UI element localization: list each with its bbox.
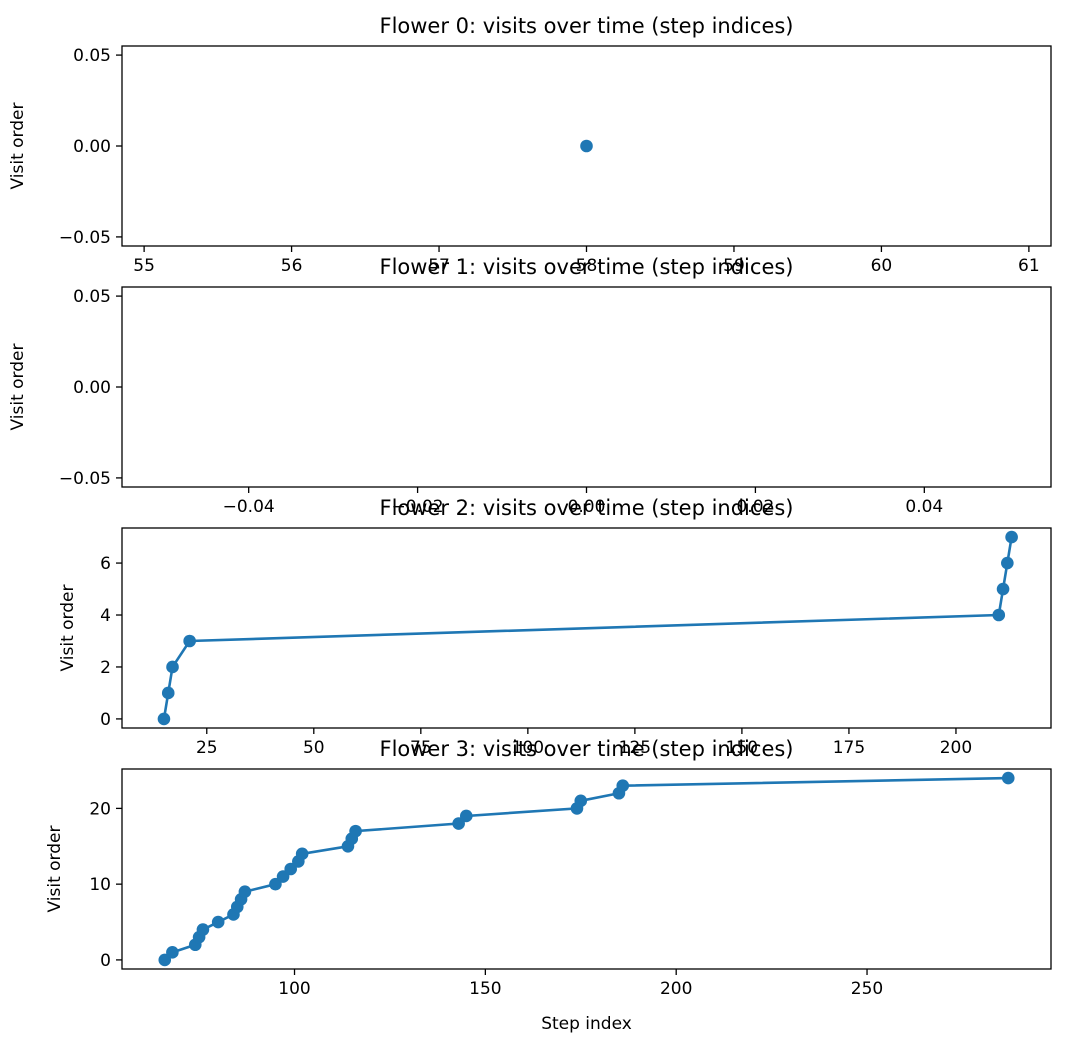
subplot-2: 25 50 75 100 125 150 175 200 0 2 4 6 Visit order Flow… (58, 496, 1052, 758)
subplot-0: 55 56 57 58 59 60 61 −0.05 0.00 0.05 Visit order Fl… (8, 14, 1052, 276)
series-line (162, 536, 1013, 720)
x-tick-label: 61 (1018, 256, 1040, 276)
y-tick-label: 6 (100, 554, 111, 574)
x-tick-label: 58 (576, 256, 598, 276)
x-tick-label: 75 (410, 738, 432, 758)
y-tick-label: 0.00 (73, 378, 111, 398)
plot-frame (121, 527, 1052, 729)
y-axis-label: Visit order (45, 826, 65, 913)
data-point (992, 608, 1006, 622)
x-tick-label: 59 (723, 256, 745, 276)
y-tick-label: 10 (89, 875, 111, 895)
y-tick-label: −0.05 (59, 469, 111, 489)
y-tick-label: 4 (100, 606, 111, 626)
x-tick-label: 0.04 (905, 497, 943, 517)
data-point (269, 877, 282, 891)
chart-title: Flower 2: visits over time (step indices… (380, 496, 794, 520)
y-tick-label: 0.00 (73, 137, 111, 157)
data-point (161, 686, 175, 700)
data-point (196, 923, 210, 936)
x-tick-label: 55 (133, 256, 155, 276)
data-point (580, 139, 593, 153)
y-tick-label: 0 (100, 710, 111, 730)
y-tick-label: 0.05 (73, 46, 111, 66)
x-tick-label: 250 (851, 979, 883, 999)
x-tick-label: 50 (303, 738, 325, 758)
x-tick-label: 57 (428, 256, 450, 276)
data-point (276, 870, 290, 883)
data-point (1005, 530, 1018, 544)
data-point (284, 862, 298, 876)
plot-frame (121, 286, 1052, 488)
data-point (459, 809, 473, 823)
plot-frame (121, 768, 1052, 970)
data-point (238, 885, 252, 899)
data-point (295, 847, 309, 861)
x-tick-label: −0.04 (223, 497, 275, 517)
chart-title: Flower 1: visits over time (step indices… (380, 255, 794, 279)
x-tick-label: 150 (469, 979, 501, 999)
x-tick-label: 56 (281, 256, 303, 276)
x-axis-label: Step index (541, 1014, 632, 1034)
data-point (349, 824, 362, 838)
data-point (452, 817, 465, 830)
data-point (996, 582, 1010, 596)
x-tick-label: 0.00 (568, 497, 606, 517)
y-tick-label: 2 (100, 658, 111, 678)
y-tick-label: 0.05 (73, 287, 111, 307)
data-point (1001, 771, 1015, 785)
x-tick-label: 150 (726, 738, 758, 758)
subplot-3: 100 150 200 250 0 10 20 Visit order Step index Fl… (45, 737, 1052, 1034)
x-tick-label: 60 (871, 256, 893, 276)
x-tick-label: 100 (278, 979, 310, 999)
chart-title: Flower 3: visits over time (step indices… (380, 737, 794, 761)
y-axis-label: Visit order (58, 585, 78, 672)
x-tick-label: 175 (833, 738, 865, 758)
data-point (574, 794, 588, 808)
subplot-1: −0.04 −0.02 0.00 0.02 0.04 −0.05 0.00 0.05 Visit… (8, 255, 1052, 517)
data-point (1001, 556, 1014, 570)
x-tick-label: 200 (660, 979, 692, 999)
data-point (157, 712, 171, 726)
x-tick-label: 125 (619, 738, 651, 758)
x-tick-label: 25 (196, 738, 218, 758)
chart-title: Flower 0: visits over time (step indices… (380, 14, 794, 38)
y-axis-label: Visit order (8, 344, 28, 431)
data-point (183, 634, 196, 648)
x-tick-label: −0.02 (392, 497, 444, 517)
y-tick-label: −0.05 (59, 228, 111, 248)
x-tick-label: 100 (512, 738, 544, 758)
x-tick-label: 200 (940, 738, 972, 758)
data-point (211, 915, 225, 929)
y-tick-label: 0 (100, 951, 111, 971)
data-point (166, 946, 179, 959)
y-axis-label: Visit order (8, 103, 28, 190)
y-tick-label: 20 (89, 799, 111, 819)
x-tick-label: 0.02 (736, 497, 774, 517)
data-point (158, 953, 172, 967)
data-point (616, 779, 630, 792)
data-point (166, 660, 179, 674)
